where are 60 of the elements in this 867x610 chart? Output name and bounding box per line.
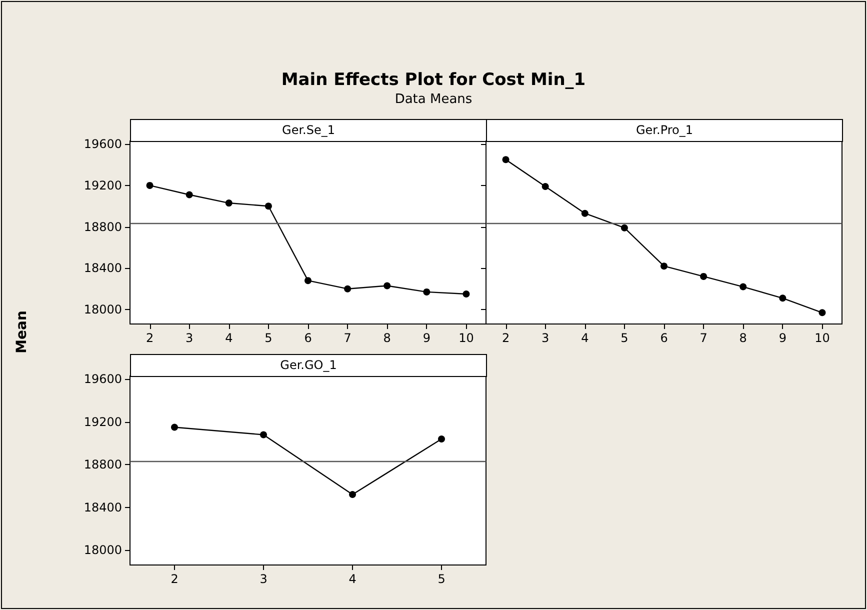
point	[740, 283, 747, 290]
point	[438, 436, 445, 442]
point	[542, 182, 549, 190]
y-tick-label: 19200	[84, 178, 122, 192]
x-tick-label: 3	[542, 331, 550, 345]
x-tick-label: 2	[146, 331, 154, 345]
x-tick-label: 9	[422, 331, 430, 345]
point	[581, 210, 588, 217]
point	[171, 424, 178, 431]
y-tick-label: 18400	[84, 500, 122, 514]
y-tick-label: 18000	[84, 302, 122, 317]
x-tick-label: 3	[260, 572, 268, 586]
point	[349, 491, 356, 498]
point	[779, 294, 786, 302]
x-tick-label: 5	[620, 331, 628, 345]
chart-title: Ger.GO_1	[130, 354, 487, 377]
x-tick-label: 4	[225, 331, 233, 345]
x-tick-label: 6	[304, 331, 312, 345]
x-tick-label: 6	[660, 331, 668, 345]
point	[384, 282, 391, 290]
x-tick-label: 7	[344, 331, 352, 345]
point	[264, 202, 272, 210]
x-tick-label: 5	[438, 572, 446, 586]
x-tick-label: 10	[814, 331, 830, 345]
x-tick-label: 7	[700, 331, 708, 345]
chart-title: Ger.Se_1	[130, 119, 487, 142]
y-tick-label: 19200	[84, 414, 122, 429]
point	[660, 262, 668, 270]
y-tick-label: 18000	[84, 543, 122, 558]
x-tick-label: 8	[383, 331, 391, 345]
point	[462, 290, 470, 298]
x-tick-label: 2	[170, 572, 178, 586]
x-tick-label: 4	[348, 572, 356, 586]
point	[818, 309, 826, 316]
text: Main Effects Plot for Cost Min_1	[280, 70, 587, 90]
point	[225, 200, 232, 207]
x-tick-label: 5	[264, 331, 272, 345]
y-tick-label: 18800	[84, 458, 122, 472]
point	[620, 224, 628, 232]
x-tick-label: 9	[778, 331, 786, 345]
y-tick-label: 18400	[84, 261, 122, 276]
x-tick-label: 2	[502, 331, 510, 345]
point	[423, 288, 430, 296]
chart-title: Ger.Pro_1	[486, 119, 843, 142]
y-tick-label: 18800	[84, 220, 122, 234]
point	[146, 182, 154, 189]
point	[260, 431, 267, 438]
point	[186, 191, 193, 198]
y-tick-label: 19600	[84, 137, 122, 152]
text: Data Means	[394, 92, 474, 107]
text: Mean	[14, 310, 30, 354]
point	[344, 285, 352, 292]
point	[502, 156, 510, 164]
point	[304, 277, 312, 284]
y-tick-label: 19600	[84, 372, 122, 386]
point	[700, 272, 708, 280]
x-tick-label: 4	[581, 331, 589, 345]
x-tick-label: 8	[739, 331, 747, 345]
x-tick-label: 10	[458, 331, 474, 345]
x-tick-label: 3	[186, 331, 194, 345]
